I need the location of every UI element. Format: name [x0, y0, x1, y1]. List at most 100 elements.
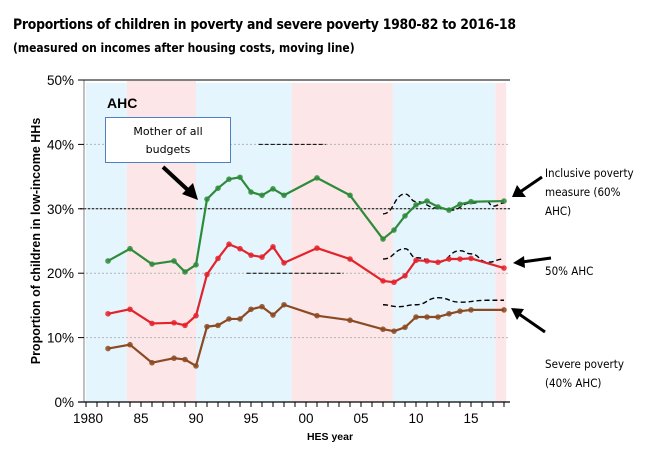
data-point — [127, 341, 133, 348]
y-tick-label: 20% — [47, 266, 74, 281]
data-point — [105, 258, 111, 264]
data-point — [204, 271, 210, 278]
data-point — [149, 320, 155, 327]
label-50-ahc: 50% AHC — [545, 262, 593, 281]
x-tick-label: 05 — [353, 411, 368, 426]
data-point — [435, 314, 441, 320]
label-40-line-2: (40% AHC) — [545, 376, 602, 390]
data-point — [204, 196, 210, 202]
data-point — [314, 312, 320, 319]
arrow-50-head-icon — [513, 256, 525, 268]
data-point — [127, 306, 133, 313]
data-point — [237, 174, 243, 181]
data-point — [501, 307, 507, 313]
data-point — [380, 326, 386, 333]
x-tick-label: 95 — [243, 411, 258, 426]
data-point — [413, 202, 419, 208]
x-tick-label: 90 — [188, 411, 203, 426]
y-tick-label: 30% — [47, 202, 74, 217]
y-tick-label: 10% — [47, 331, 74, 346]
data-point — [259, 192, 265, 199]
panel-label: AHC — [107, 95, 137, 111]
data-point — [149, 359, 155, 366]
data-point — [501, 198, 507, 204]
projection-line-2 — [382, 296, 504, 308]
callout-line-1: Mother of all — [133, 125, 203, 138]
data-point — [391, 279, 397, 286]
data-point — [281, 260, 287, 266]
data-point — [226, 316, 232, 322]
label-60-line-3: AHC) — [545, 204, 572, 218]
data-point — [391, 227, 397, 233]
callout-line-2: budgets — [145, 143, 191, 156]
data-point — [105, 345, 111, 352]
data-point — [270, 312, 276, 318]
data-point — [237, 245, 243, 252]
data-point — [237, 316, 243, 322]
data-point — [226, 176, 232, 182]
data-point — [248, 306, 254, 313]
data-series — [105, 174, 507, 369]
annotation-arrows — [161, 165, 552, 334]
x-tick-label: 10 — [408, 411, 423, 426]
data-point — [457, 256, 463, 262]
arrow-40-head-icon — [511, 308, 524, 320]
axes: 0% 10% 20% 30% 40% 50% 1980 85 90 95 00 05 10 15 — [47, 73, 510, 426]
data-point — [248, 252, 254, 258]
data-point — [402, 324, 408, 331]
data-point — [457, 308, 463, 314]
data-point — [435, 259, 441, 266]
data-point — [182, 269, 188, 275]
data-point — [182, 322, 188, 329]
x-tick-label: 15 — [463, 411, 478, 426]
data-point — [215, 255, 221, 262]
data-point — [226, 241, 232, 248]
data-point — [281, 301, 287, 308]
band-4 — [392, 83, 496, 402]
data-point — [127, 245, 133, 252]
x-tick-label: 85 — [133, 411, 148, 426]
data-point — [446, 256, 452, 262]
data-point — [457, 201, 463, 208]
label-40-line-1: Severe poverty — [545, 357, 624, 371]
chart-title: Proportions of children in poverty and s… — [13, 17, 516, 33]
callout-arrow-shaft — [161, 165, 192, 194]
data-point — [248, 189, 254, 195]
data-point — [413, 314, 419, 320]
y-tick-label: 40% — [47, 137, 74, 152]
data-point — [424, 314, 430, 320]
data-point — [468, 307, 474, 313]
data-point — [424, 198, 430, 204]
data-point — [182, 356, 188, 363]
data-point — [347, 317, 353, 324]
data-point — [193, 262, 199, 268]
label-60-line-2: measure (60% — [545, 185, 621, 199]
label-50-text: 50% AHC — [545, 264, 594, 278]
reference-lines — [80, 143, 510, 274]
data-point — [402, 272, 408, 279]
data-point — [171, 258, 177, 264]
data-point — [380, 236, 386, 242]
data-point — [391, 328, 397, 334]
arrow-60-head-icon — [512, 185, 526, 197]
data-point — [424, 258, 430, 264]
band-5 — [495, 83, 507, 402]
data-point — [446, 310, 452, 317]
data-point — [281, 192, 287, 199]
data-point — [171, 355, 177, 362]
label-60-line-1: Inclusive poverty — [545, 166, 634, 180]
data-point — [270, 186, 276, 192]
data-point — [193, 363, 199, 369]
data-point — [215, 322, 221, 329]
data-point — [435, 204, 441, 210]
data-point — [149, 261, 155, 267]
data-point — [215, 185, 221, 191]
arrow-60-shaft — [519, 175, 543, 194]
data-point — [413, 257, 419, 264]
band-3 — [291, 83, 393, 402]
data-point — [171, 319, 177, 326]
x-tick-label: 1980 — [73, 411, 103, 426]
x-tick-label: 00 — [298, 411, 313, 426]
data-point — [204, 323, 210, 330]
